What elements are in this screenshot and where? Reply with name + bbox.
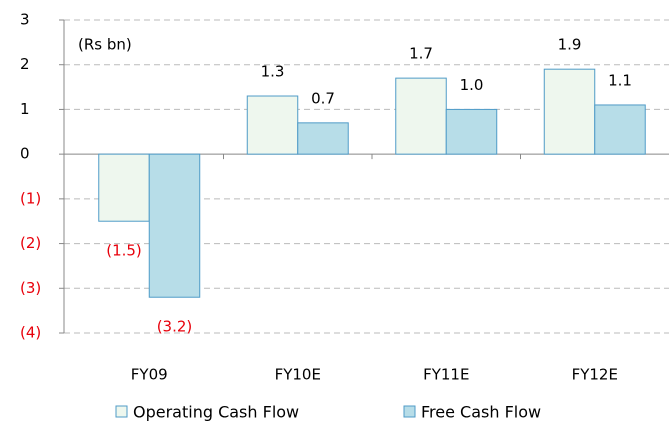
y-tick-label: 2 — [20, 55, 30, 73]
legend-swatch — [403, 405, 416, 418]
legend-label: Free Cash Flow — [421, 403, 541, 422]
y-tick-label: 0 — [20, 145, 30, 163]
bar — [395, 77, 447, 155]
bar — [297, 122, 349, 155]
x-tick-label: FY12E — [572, 366, 618, 384]
data-label: 0.7 — [311, 89, 335, 107]
y-tick-label: 1 — [20, 100, 30, 118]
y-tick-label: 3 — [20, 11, 30, 29]
data-label: (1.5) — [106, 242, 142, 260]
data-label: 1.1 — [608, 71, 632, 89]
bar — [445, 108, 498, 155]
y-tick-label: (3) — [20, 279, 41, 297]
data-label: 1.3 — [261, 63, 285, 81]
legend-label: Operating Cash Flow — [133, 403, 299, 422]
bar — [148, 153, 201, 298]
data-label: 1.7 — [409, 45, 433, 63]
legend-swatch — [115, 405, 128, 418]
data-label: 1.0 — [460, 76, 484, 94]
y-tick-label: (1) — [20, 189, 41, 207]
data-label: 1.9 — [558, 36, 582, 54]
y-tick-label: (4) — [20, 324, 41, 342]
bar — [246, 95, 299, 155]
x-tick-label: FY09 — [131, 366, 168, 384]
x-tick-label: FY11E — [423, 366, 469, 384]
x-tick-label: FY10E — [275, 366, 321, 384]
bar — [594, 104, 646, 155]
annotation: (Rs bn) — [78, 36, 132, 54]
y-tick-label: (2) — [20, 234, 41, 252]
bar — [543, 68, 596, 155]
bar — [98, 153, 150, 222]
data-label: (3.2) — [157, 318, 193, 336]
